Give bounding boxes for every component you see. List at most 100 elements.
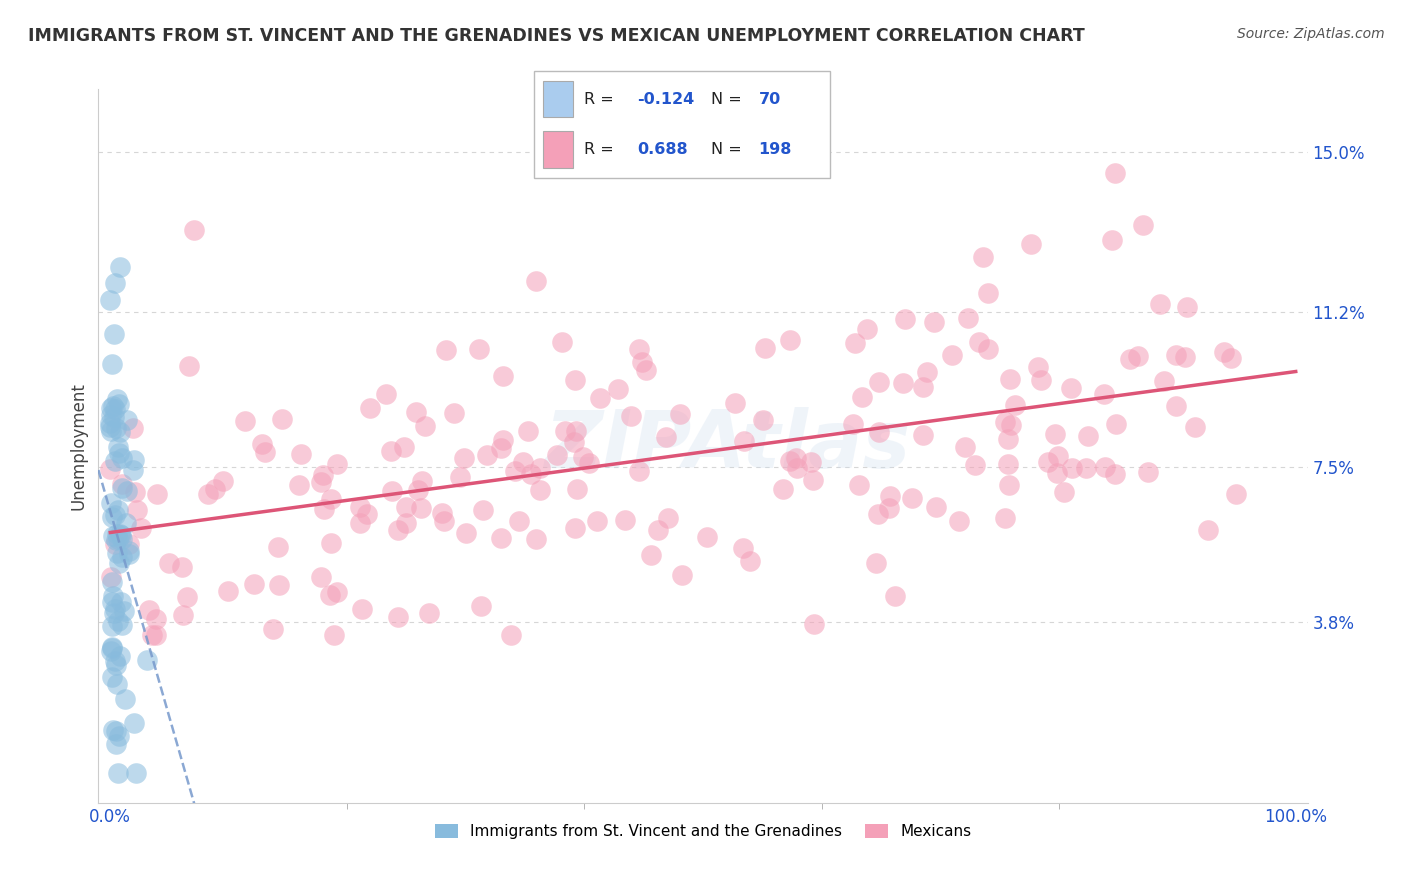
Point (571, 450, 593, 464)
Point (309, 570, 332, 584)
Point (524, 273, 547, 287)
Point (1101, 233, 1123, 247)
Point (997, 432, 1019, 446)
Point (733, 434, 755, 449)
Point (176, 590, 198, 604)
Point (1019, 236, 1042, 251)
Point (104, 602, 127, 616)
Point (309, 475, 332, 490)
Point (100, 496, 122, 510)
Point (1213, 344, 1236, 359)
Point (118, 544, 141, 558)
Text: N =: N = (711, 142, 748, 157)
Point (98, 416, 121, 430)
Point (855, 322, 877, 336)
Point (1166, 348, 1188, 362)
Point (1184, 420, 1206, 434)
Point (177, 359, 200, 374)
Point (108, 445, 131, 459)
Point (868, 375, 890, 389)
Point (104, 533, 127, 547)
Point (578, 456, 600, 470)
Point (924, 500, 946, 515)
Point (129, 521, 152, 535)
Point (1077, 429, 1099, 443)
Point (436, 343, 458, 357)
Point (103, 327, 125, 342)
Point (267, 578, 290, 592)
Point (157, 556, 180, 570)
Bar (543, 131, 572, 168)
Point (977, 342, 1000, 356)
Point (449, 470, 471, 484)
Point (1004, 398, 1026, 412)
Point (740, 554, 762, 568)
Point (453, 450, 475, 465)
Point (145, 612, 167, 626)
Point (110, 595, 132, 609)
Point (111, 617, 134, 632)
Point (108, 260, 131, 274)
Point (526, 532, 548, 546)
Point (967, 335, 990, 350)
Point (100, 401, 122, 415)
Point (107, 614, 129, 628)
Point (395, 516, 418, 530)
Point (550, 335, 572, 350)
Point (100, 570, 122, 584)
Point (799, 455, 821, 469)
Point (1092, 387, 1115, 401)
Point (1220, 351, 1243, 365)
Point (1029, 373, 1052, 387)
Point (413, 419, 436, 434)
Point (731, 541, 754, 555)
Point (100, 293, 122, 308)
Point (146, 486, 169, 500)
Point (1132, 218, 1154, 232)
Point (107, 766, 129, 780)
Point (100, 409, 122, 423)
Point (323, 628, 346, 642)
Point (1104, 467, 1126, 481)
Text: R =: R = (585, 92, 620, 107)
Point (101, 528, 124, 542)
Text: 198: 198 (759, 142, 792, 157)
Point (108, 730, 131, 744)
Point (915, 365, 938, 379)
Point (418, 606, 440, 620)
Point (785, 450, 807, 465)
Point (953, 440, 976, 454)
Point (387, 524, 409, 538)
Point (101, 399, 124, 413)
Point (562, 435, 585, 450)
Point (627, 465, 650, 479)
Point (183, 223, 205, 237)
Point (997, 477, 1019, 491)
Point (586, 515, 609, 529)
Point (405, 404, 427, 418)
Point (105, 546, 128, 560)
Point (135, 653, 157, 667)
Point (848, 477, 870, 491)
Point (138, 603, 160, 617)
Point (879, 489, 901, 503)
Point (470, 599, 492, 613)
Point (381, 483, 404, 498)
Point (125, 766, 148, 780)
Point (380, 443, 402, 458)
Point (115, 516, 138, 531)
Point (100, 357, 122, 371)
Point (101, 589, 124, 603)
Point (122, 452, 145, 467)
Point (117, 483, 139, 498)
Point (752, 412, 775, 426)
Point (564, 373, 586, 387)
Point (118, 548, 141, 562)
Point (803, 616, 825, 631)
Point (492, 369, 515, 384)
Point (112, 604, 135, 618)
Point (696, 530, 718, 544)
Point (779, 333, 801, 347)
Point (104, 421, 127, 435)
Point (104, 276, 127, 290)
